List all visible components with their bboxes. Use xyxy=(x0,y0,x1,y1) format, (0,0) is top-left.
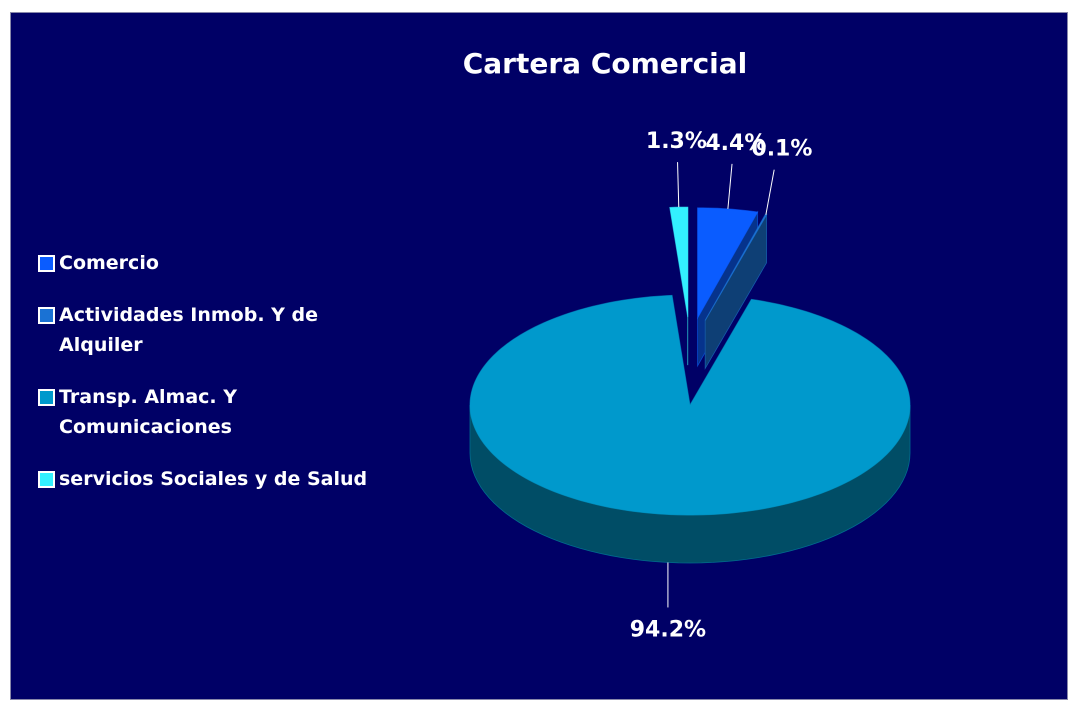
leader-line xyxy=(727,163,733,209)
legend-swatch xyxy=(38,389,55,406)
chart-title: Cartera Comercial xyxy=(463,47,748,80)
legend-label: Comercio xyxy=(59,252,159,274)
data-label: 0.1% xyxy=(751,137,812,162)
data-label: 4.4% xyxy=(705,131,766,156)
legend-swatch xyxy=(38,255,55,272)
legend-swatch xyxy=(38,307,55,324)
legend-item: Transp. Almac. Y Comunicaciones xyxy=(38,382,398,442)
leader-line xyxy=(765,169,775,215)
data-label: 94.2% xyxy=(630,617,706,642)
legend-item: Actividades Inmob. Y de Alquiler xyxy=(38,300,398,360)
legend-item: Comercio xyxy=(38,248,398,278)
legend-label: Transp. Almac. Y Comunicaciones xyxy=(59,386,238,438)
legend: Comercio Actividades Inmob. Y de Alquiler… xyxy=(38,248,398,516)
data-label: 1.3% xyxy=(646,129,707,154)
legend-label: Actividades Inmob. Y de Alquiler xyxy=(59,304,319,356)
legend-label: servicios Sociales y de Salud xyxy=(59,468,368,490)
legend-swatch xyxy=(38,471,55,488)
leader-line xyxy=(677,162,680,208)
legend-item: servicios Sociales y de Salud xyxy=(38,464,398,494)
slice xyxy=(704,213,768,370)
slice xyxy=(469,294,911,564)
slice-top xyxy=(697,207,759,320)
slice-top xyxy=(469,294,911,516)
